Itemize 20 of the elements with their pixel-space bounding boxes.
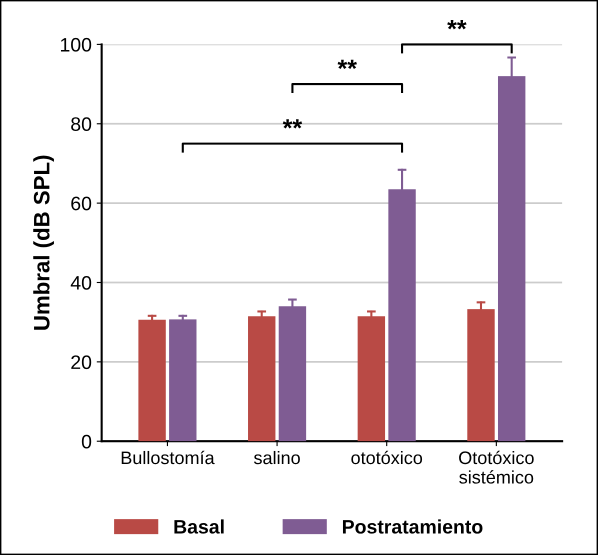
text: ** [447, 20, 467, 30]
bar [169, 319, 196, 442]
y-tick-label: 60 [71, 196, 92, 210]
annotation: ** [282, 119, 302, 129]
x-tick-label: Bullostomía [122, 450, 215, 464]
x-tick-label: salino [254, 450, 300, 464]
y-tick-label: 0 [82, 434, 92, 448]
legend-label: Postratamiento [342, 519, 482, 534]
bar [138, 320, 166, 442]
legend-label: Basal [174, 519, 224, 534]
x-tick-label: ototóxico [351, 450, 422, 464]
y-tick-label: 20 [71, 355, 92, 370]
bar [358, 316, 386, 442]
y-tick-label: 40 [70, 276, 92, 290]
y-axis-title: Umbral (dB SPL) [33, 156, 54, 330]
bar [248, 316, 276, 442]
y-tick-label: 80 [71, 117, 92, 131]
y-tick-label: 100 [60, 38, 92, 52]
annotation: ** [338, 60, 357, 70]
x-tick-label: Ototóxico sistémico [459, 450, 534, 484]
